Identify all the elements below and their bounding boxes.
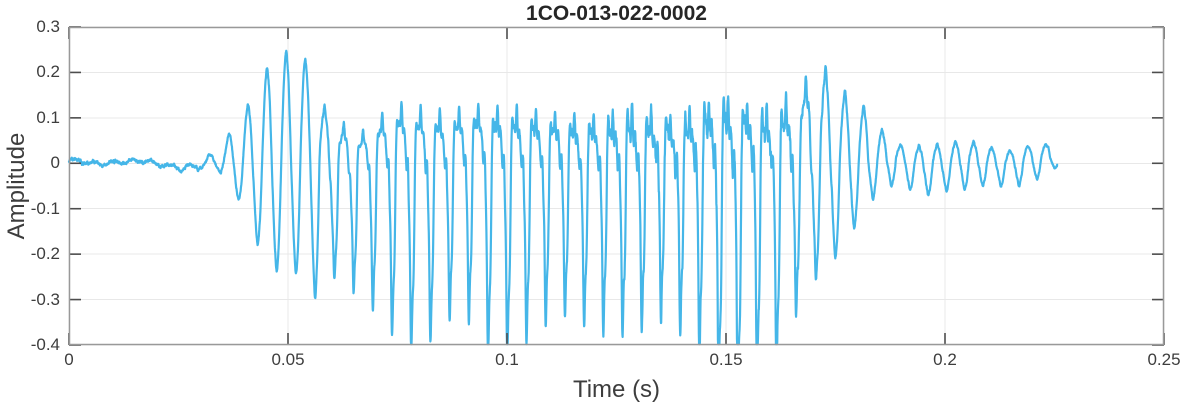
x-tick-label: 0.2 <box>933 350 957 369</box>
waveform-series <box>67 49 1059 346</box>
y-tick-label: 0.3 <box>36 17 60 36</box>
plot-svg <box>67 26 1165 346</box>
x-tick-label: 0.05 <box>271 350 305 369</box>
waveform-line <box>67 49 1059 346</box>
y-tick-label: 0.1 <box>36 107 60 127</box>
y-tick-label: -0.2 <box>30 244 60 264</box>
plot-area <box>67 26 1165 346</box>
y-tick-label: -0.1 <box>30 198 60 218</box>
x-tick-label: 0.15 <box>709 350 743 369</box>
axes-box <box>68 26 1165 346</box>
x-tick-label: 0 <box>64 350 74 369</box>
y-tick-label: 0 <box>50 153 60 173</box>
y-tick-label: 0.2 <box>36 62 60 82</box>
plot-box <box>68 26 1165 346</box>
x-tick-label: 0.25 <box>1147 350 1181 369</box>
x-tick-label: 0.1 <box>495 350 519 369</box>
chart-title: 1CO-013-022-0002 <box>526 2 707 25</box>
y-axis-label: Amplitude <box>3 132 30 240</box>
x-axis-label: Time (s) <box>572 376 661 403</box>
y-tick-label: -0.4 <box>30 335 60 354</box>
y-tick-label: -0.3 <box>30 289 60 309</box>
